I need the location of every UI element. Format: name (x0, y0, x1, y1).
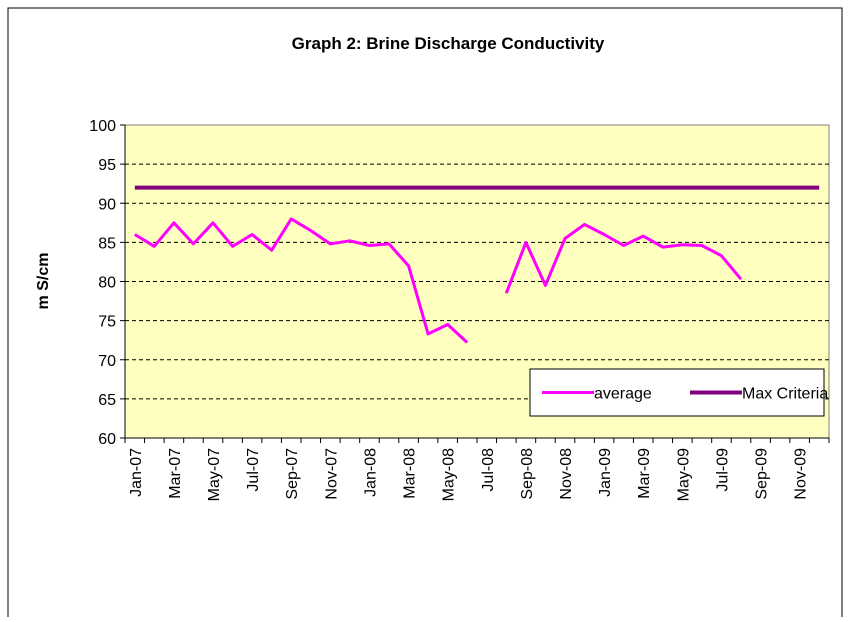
x-tick-label: May-08 (441, 448, 458, 501)
y-tick-label: 60 (98, 431, 116, 448)
x-tick-label: May-09 (675, 448, 692, 501)
x-tick-label: Jul-09 (714, 448, 731, 492)
x-tick-label: Nov-08 (558, 448, 575, 500)
x-tick-label: Mar-07 (167, 448, 184, 499)
y-tick-label: 65 (98, 392, 116, 409)
legend-label: average (594, 386, 652, 403)
x-tick-label: Jan-09 (597, 448, 614, 497)
x-tick-label: Nov-09 (793, 448, 810, 500)
x-tick-label: Sep-09 (754, 448, 771, 500)
y-tick-label: 100 (89, 118, 116, 135)
y-tick-label: 70 (98, 353, 116, 370)
x-tick-label: Sep-07 (284, 448, 301, 500)
y-tick-label: 75 (98, 314, 116, 331)
x-tick-label: Jul-07 (245, 448, 262, 492)
x-tick-label: Sep-08 (519, 448, 536, 500)
x-tick-label: May-07 (206, 448, 223, 501)
y-tick-label: 90 (98, 196, 116, 213)
y-axis-label: m S/cm (35, 253, 52, 310)
y-tick-label: 95 (98, 157, 116, 174)
x-tick-label: Mar-09 (636, 448, 653, 499)
legend-label: Max Criteria (742, 386, 828, 403)
chart-title: Graph 2: Brine Discharge Conductivity (292, 34, 605, 53)
x-tick-label: Jul-08 (480, 448, 497, 492)
x-tick-label: Jan-08 (362, 448, 379, 497)
x-tick-label: Jan-07 (128, 448, 145, 497)
y-tick-label: 85 (98, 235, 116, 252)
y-tick-label: 80 (98, 275, 116, 292)
x-tick-label: Mar-08 (402, 448, 419, 499)
x-tick-label: Nov-07 (323, 448, 340, 500)
series-line (134, 217, 743, 344)
